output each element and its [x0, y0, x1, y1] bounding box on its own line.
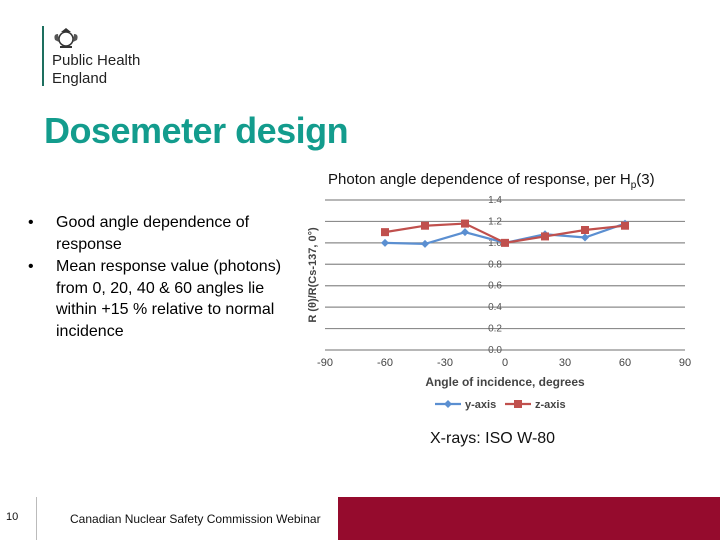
data-point: [461, 228, 469, 237]
x-tick-label: -30: [437, 357, 453, 369]
footer-text: Canadian Nuclear Safety Commission Webin…: [70, 512, 321, 526]
y-tick-label: 0.4: [488, 302, 502, 313]
y-tick-label: 0.0: [488, 345, 502, 356]
logo-rule: [42, 26, 44, 86]
bullet-text: Good angle dependence of response: [56, 214, 250, 253]
angle-dependence-chart: 0.0 0.2 0.4 0.6 0.8 1.0 1.2 1.4 -90 -60 -30 0 30 60 90…: [307, 195, 691, 411]
x-axis-label: Angle of incidence, degrees: [425, 375, 585, 389]
data-point: [621, 221, 629, 230]
x-tick-label: 30: [559, 357, 571, 369]
footer-bar: 10 Canadian Nuclear Safety Commission We…: [0, 497, 720, 540]
chart-caption-main: Photon angle dependence of response, per…: [328, 171, 631, 188]
y-tick-label: 0.6: [488, 281, 502, 292]
data-point: [541, 232, 549, 241]
x-tick-label: -60: [377, 357, 393, 369]
x-tick-label: -90: [317, 357, 333, 369]
data-point: [581, 226, 589, 234]
y-tick-label: 1.4: [488, 195, 502, 206]
slide-title: Dosemeter design: [44, 110, 349, 151]
y-tick-label: 1.0: [488, 238, 502, 249]
bullet-dot: •: [28, 214, 34, 231]
phe-logo: Public Health England: [42, 26, 152, 90]
data-point: [581, 233, 589, 242]
footer-separator: [36, 497, 37, 540]
bullet-item: • Mean response value (photons) from 0, 2…: [28, 256, 290, 342]
footer-white-panel: 10 Canadian Nuclear Safety Commission We…: [0, 497, 338, 540]
data-point: [381, 238, 389, 247]
xray-note: X-rays: ISO W-80: [430, 430, 556, 447]
chart-caption-tail: (3): [636, 171, 655, 188]
royal-crest-icon: [54, 28, 78, 48]
y-tick-label: 0.2: [488, 324, 502, 335]
bullet-text: Mean response value (photons) from 0, 20…: [56, 258, 282, 340]
data-point: [421, 221, 429, 230]
data-point: [461, 219, 469, 228]
bullet-list: • Good angle dependence of response • Mean…: [28, 212, 290, 343]
page-number: 10: [6, 511, 19, 523]
data-point: [501, 238, 509, 247]
data-point: [381, 228, 389, 237]
bullet-dot: •: [28, 258, 34, 275]
x-tick-label: 0: [502, 357, 508, 369]
org-name: Public Health England: [52, 52, 141, 87]
x-tick-label: 60: [619, 357, 631, 369]
y-axis-label: R (θ)/R(Cs-137, 0°): [307, 227, 319, 323]
y-tick-label: 0.8: [488, 259, 502, 270]
legend-label: y-axis: [465, 399, 496, 411]
legend-label: z-axis: [535, 399, 566, 411]
legend-marker: [444, 400, 452, 408]
bullet-item: • Good angle dependence of response: [28, 212, 290, 255]
chart-caption-subscript: p: [630, 180, 637, 191]
chart-caption: Photon angle dependence of response, per…: [328, 171, 655, 191]
data-point: [421, 239, 429, 248]
y-tick-label: 1.2: [488, 216, 502, 227]
legend-marker: [514, 400, 522, 408]
x-tick-label: 90: [679, 357, 691, 369]
